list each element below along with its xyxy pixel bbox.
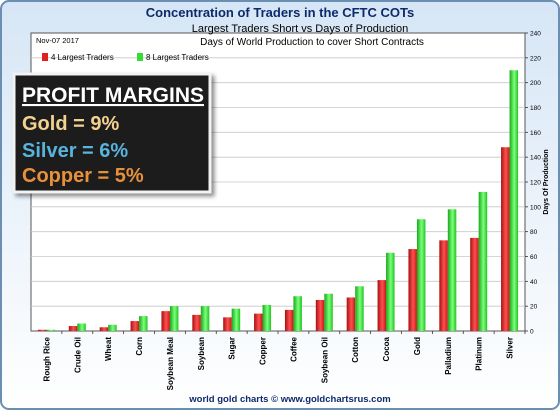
- date-label: Nov-07 2017: [36, 36, 79, 45]
- legend-swatch-8-largest: [137, 53, 143, 61]
- chart-subtitle: Largest Traders Short vs Days of Product…: [192, 23, 408, 35]
- y-tick-label: 60: [530, 254, 538, 261]
- bar-4-largest: [284, 309, 294, 331]
- bar-4-largest: [223, 317, 232, 331]
- bar-8-largest: [355, 286, 364, 331]
- x-tick-label: Coffee: [289, 336, 298, 361]
- y-axis-label: Days Of Production: [543, 149, 550, 214]
- y-tick-label: 100: [530, 204, 541, 211]
- bar-4-largest: [37, 329, 47, 331]
- legend-label-4-largest: 4 Largest Traders: [51, 53, 114, 62]
- bar-8-largest: [169, 306, 179, 331]
- legend: 4 Largest Traders 8 Largest Traders: [42, 53, 209, 62]
- bar-8-largest: [77, 323, 86, 331]
- legend-swatch-4-largest: [42, 53, 48, 61]
- gold-margin: Gold = 9%: [22, 113, 119, 135]
- y-tick-label: 160: [530, 130, 541, 137]
- x-axis-ticks: Rough Rice Crude Oil Wheat Corn Soybean Meal…: [42, 331, 526, 390]
- bar-8-largest: [447, 209, 457, 331]
- bar-4-largest: [408, 249, 417, 331]
- bar-8-largest: [293, 296, 302, 331]
- x-tick-label: Cotton: [351, 337, 360, 363]
- bar-8-largest: [324, 293, 333, 331]
- x-tick-label: Rough Rice: [42, 336, 51, 381]
- bar-4-largest: [346, 297, 356, 331]
- bar-8-largest: [478, 191, 488, 331]
- x-tick-label: Cocoa: [382, 336, 391, 361]
- bar-4-largest: [99, 327, 109, 331]
- copper-margin: Copper = 5%: [22, 165, 144, 187]
- bars: [37, 70, 519, 331]
- x-tick-label: Wheat: [104, 337, 113, 361]
- x-tick-label: Copper: [259, 337, 268, 365]
- x-tick-label: Sugar: [228, 337, 237, 360]
- x-tick-label: Soybean Meal: [166, 337, 175, 390]
- bar-8-largest: [46, 329, 55, 331]
- y-tick-label: 180: [530, 105, 541, 112]
- profit-margins-box: PROFIT MARGINS Gold = 9% Silver = 6% Cop…: [12, 72, 212, 194]
- y-tick-label: 20: [530, 304, 538, 311]
- bar-4-largest: [192, 314, 201, 331]
- bar-4-largest: [501, 147, 510, 331]
- x-tick-label: Gold: [413, 337, 422, 355]
- bar-4-largest: [315, 299, 325, 331]
- x-tick-label: Soybean: [197, 337, 206, 370]
- bar-8-largest: [200, 306, 210, 331]
- bar-4-largest: [470, 237, 479, 331]
- y-tick-label: 140: [530, 155, 541, 162]
- x-tick-label: Silver: [506, 337, 515, 359]
- chart-title: Concentration of Traders in the CFTC COT…: [146, 5, 414, 20]
- y-tick-label: 220: [530, 55, 541, 62]
- bar-4-largest: [161, 311, 170, 331]
- legend-label-8-largest: 8 Largest Traders: [146, 53, 209, 62]
- profit-margins-heading: PROFIT MARGINS: [22, 84, 204, 107]
- y-tick-label: 0: [530, 329, 534, 336]
- x-tick-label: Platinum: [475, 337, 484, 371]
- bar-8-largest: [386, 252, 395, 331]
- bar-8-largest: [262, 304, 272, 331]
- bar-8-largest: [416, 219, 426, 331]
- bar-8-largest: [231, 308, 241, 331]
- bar-4-largest: [68, 326, 78, 331]
- y-tick-label: 40: [530, 279, 538, 286]
- y-tick-label: 240: [530, 31, 541, 38]
- x-tick-label: Crude Oil: [73, 337, 82, 373]
- chart-footer: world gold charts © www.goldchartsrus.co…: [188, 394, 390, 405]
- y-tick-label: 80: [530, 229, 538, 236]
- y-tick-label: 200: [530, 80, 541, 87]
- bar-4-largest: [254, 313, 263, 331]
- y-axis-ticks: 0 20 40 60 80 100 120 140 160 180 200 220 240: [525, 31, 541, 336]
- bar-8-largest: [108, 324, 117, 331]
- x-tick-label: Corn: [135, 337, 144, 356]
- silver-margin: Silver = 6%: [22, 140, 128, 162]
- bar-4-largest: [377, 280, 387, 331]
- chart-subtitle-2: Days of World Production to cover Short …: [200, 37, 424, 48]
- bar-4-largest: [130, 321, 140, 331]
- x-tick-label: Palladium: [444, 337, 453, 375]
- x-tick-label: Soybean Oil: [320, 337, 329, 383]
- y-tick-label: 120: [530, 180, 541, 187]
- bar-8-largest: [139, 316, 148, 331]
- bar-4-largest: [439, 240, 448, 331]
- bar-8-largest: [509, 70, 519, 331]
